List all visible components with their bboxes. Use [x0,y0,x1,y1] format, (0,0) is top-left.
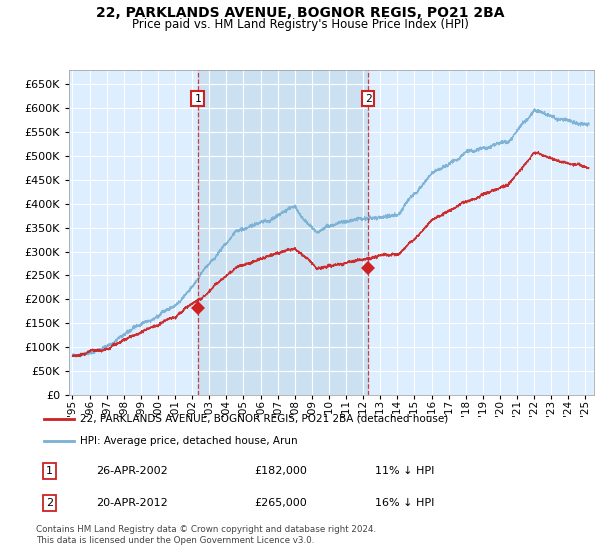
Text: 2: 2 [46,498,53,508]
Text: 11% ↓ HPI: 11% ↓ HPI [374,466,434,476]
Bar [197,70,368,395]
Text: 1: 1 [194,94,201,104]
Text: Contains HM Land Registry data © Crown copyright and database right 2024.
This d: Contains HM Land Registry data © Crown c… [36,525,376,545]
Text: 2: 2 [365,94,371,104]
Text: £265,000: £265,000 [254,498,307,508]
Text: 1: 1 [46,466,53,476]
Text: 20-APR-2012: 20-APR-2012 [96,498,168,508]
Text: 16% ↓ HPI: 16% ↓ HPI [374,498,434,508]
Text: Price paid vs. HM Land Registry's House Price Index (HPI): Price paid vs. HM Land Registry's House … [131,18,469,31]
Text: 22, PARKLANDS AVENUE, BOGNOR REGIS, PO21 2BA (detached house): 22, PARKLANDS AVENUE, BOGNOR REGIS, PO21… [80,414,448,424]
Text: HPI: Average price, detached house, Arun: HPI: Average price, detached house, Arun [80,436,298,446]
Text: 22, PARKLANDS AVENUE, BOGNOR REGIS, PO21 2BA: 22, PARKLANDS AVENUE, BOGNOR REGIS, PO21… [96,6,504,20]
Text: £182,000: £182,000 [254,466,307,476]
Text: 26-APR-2002: 26-APR-2002 [96,466,168,476]
